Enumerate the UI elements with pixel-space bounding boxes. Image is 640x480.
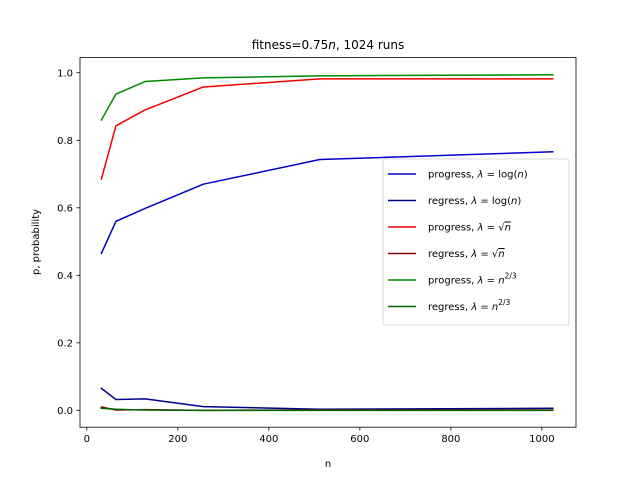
chart-title-part-1: fitness=0.75 (252, 38, 329, 52)
chart-title: fitness=0.75n, 1024 runs (252, 38, 405, 52)
legend-label-1: progress, λ = log(n) (428, 170, 528, 181)
y-axis-ticks: 0.0 0.2 0.4 0.6 0.8 1.0 (57, 68, 80, 417)
series-line-1 (100, 150, 554, 255)
y-tick-label: 1.0 (57, 68, 73, 79)
legend-box (382, 158, 570, 326)
chart-title-part-3: , 1024 runs (336, 38, 404, 52)
x-axis-ticks: 0 200 400 600 800 1000 (84, 427, 555, 445)
x-tick-label: 400 (259, 434, 278, 445)
legend-label-2: regress, λ = log(n) (428, 196, 521, 207)
series-line-3 (100, 78, 554, 181)
y-tick-label: 0.8 (57, 136, 73, 147)
legend: progress, λ = log(n) regress, λ = log(n) p… (382, 158, 570, 326)
chart-title-part-2: n (328, 38, 336, 52)
legend-entries: progress, λ = log(n) regress, λ = log(n) p… (388, 170, 528, 313)
y-axis-label: p, probability (31, 209, 42, 275)
y-tick-label: 0.4 (57, 271, 73, 282)
x-tick-label: 800 (441, 434, 460, 445)
legend-label-3: progress, λ = √n (428, 223, 511, 234)
legend-label-5: progress, λ = n2/3 (428, 272, 517, 287)
x-tick-label: 200 (168, 434, 187, 445)
y-tick-label: 0.6 (57, 203, 73, 214)
x-tick-label: 1000 (529, 434, 554, 445)
legend-label-4: regress, λ = √n (428, 249, 505, 260)
x-tick-label: 0 (84, 434, 90, 445)
legend-label-6: regress, λ = n2/3 (428, 298, 511, 313)
axes-frame (79, 57, 577, 428)
x-axis-label: n (325, 459, 331, 470)
plot-area (79, 57, 577, 428)
series-line-6 (100, 407, 554, 412)
series-lines (100, 74, 554, 412)
y-tick-label: 0.2 (57, 338, 73, 349)
x-tick-label: 600 (350, 434, 369, 445)
series-line-5 (100, 74, 554, 122)
y-tick-label: 0.0 (57, 406, 73, 417)
series-line-2 (100, 387, 554, 411)
